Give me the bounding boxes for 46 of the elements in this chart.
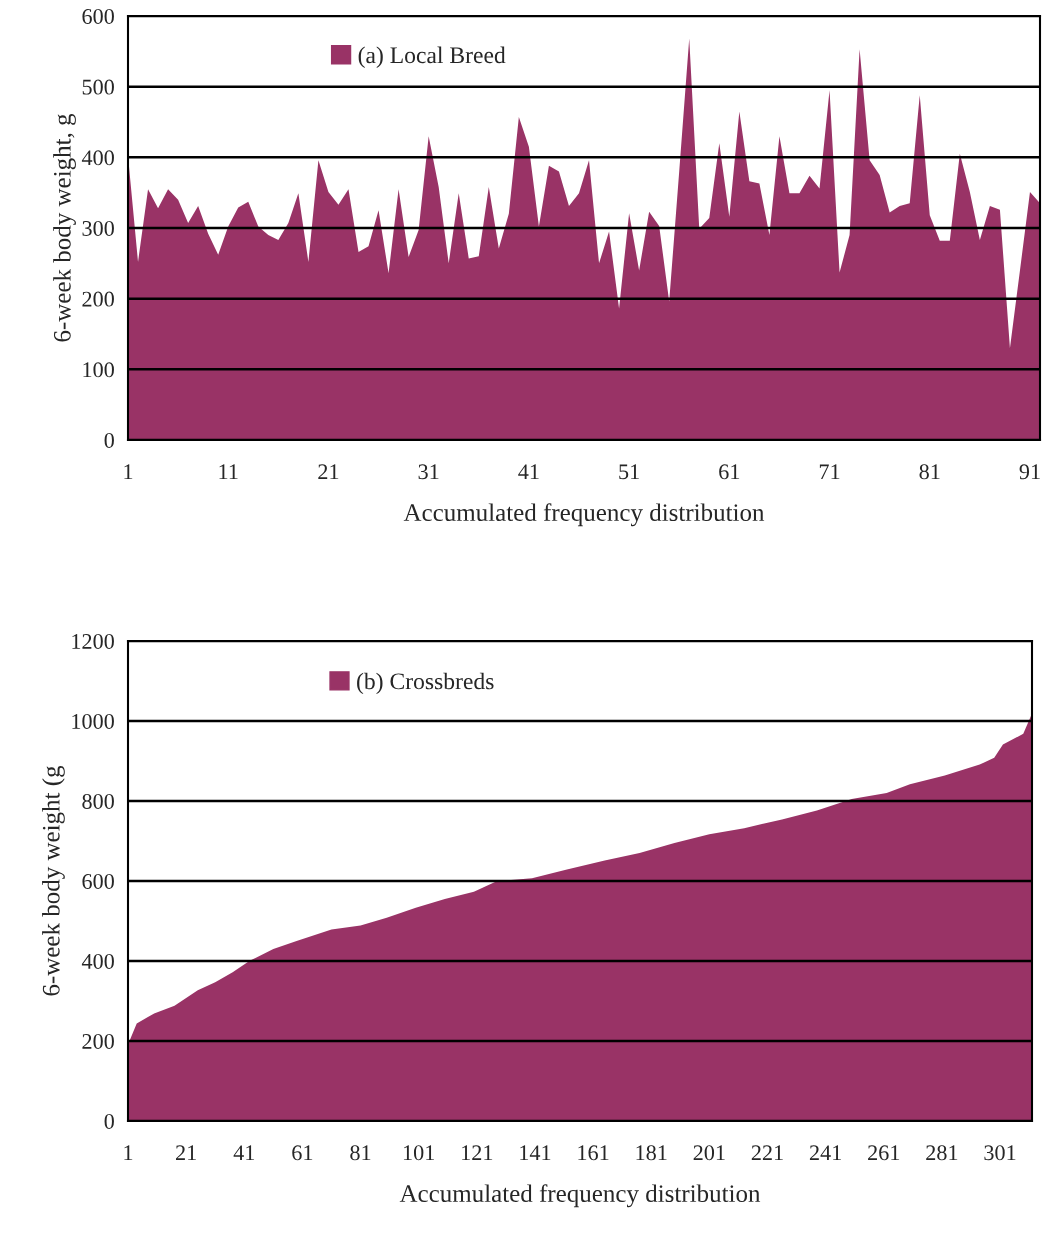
y-tick-label: 600 (82, 873, 114, 889)
x-tick-label: 1 (124, 1145, 133, 1161)
x-tick-label: 51 (619, 464, 639, 480)
y-tick-label: 300 (82, 220, 114, 236)
legend-label: (a) Local Breed (358, 46, 506, 68)
x-tick-label: 61 (292, 1145, 313, 1161)
x-tick-label: 201 (693, 1145, 725, 1161)
x-tick-label: 301 (984, 1145, 1016, 1161)
x-tick-label: 281 (926, 1145, 958, 1161)
x-tick-label: 41 (518, 464, 539, 480)
y-tick-label: 400 (81, 953, 114, 969)
y-tick-label: 200 (82, 291, 114, 307)
y-tick-label: 1000 (72, 713, 114, 729)
y-tick-label: 0 (104, 432, 114, 448)
y-tick-label: 100 (83, 362, 114, 378)
legend-label: (b) Crossbreds (357, 672, 494, 695)
x-tick-label: 241 (809, 1145, 841, 1161)
x-axis-title: Accumulated frequency distribution (403, 503, 765, 527)
x-tick-label: 91 (1019, 464, 1040, 480)
x-tick-label: 81 (350, 1145, 371, 1161)
x-tick-label: 261 (868, 1145, 900, 1161)
x-tick-label: 161 (578, 1145, 609, 1161)
x-tick-label: 21 (318, 464, 339, 480)
x-axis-title: Accumulated frequency distribution (399, 1184, 761, 1208)
x-tick-label: 101 (403, 1145, 435, 1161)
x-tick-label: 31 (418, 464, 439, 480)
x-tick-label: 41 (233, 1145, 255, 1161)
x-tick-label: 71 (819, 464, 840, 480)
y-axis-title: 6-week body weight, g (53, 113, 76, 342)
y-tick-label: 400 (81, 150, 114, 166)
x-tick-label: 221 (751, 1145, 783, 1161)
x-tick-label: 141 (520, 1145, 551, 1161)
x-tick-label: 121 (462, 1145, 493, 1161)
y-tick-label: 0 (104, 1113, 114, 1129)
x-tick-label: 81 (919, 464, 940, 480)
x-tick-label: 11 (219, 464, 238, 480)
y-tick-label: 600 (82, 8, 114, 24)
y-tick-label: 1200 (72, 633, 114, 649)
x-tick-label: 181 (636, 1145, 667, 1161)
y-tick-label: 800 (82, 793, 114, 809)
x-tick-label: 61 (719, 464, 740, 480)
x-tick-label: 1 (124, 464, 133, 480)
y-tick-label: 200 (82, 1033, 114, 1049)
y-tick-label: 500 (82, 79, 114, 95)
x-tick-label: 21 (176, 1145, 196, 1161)
y-axis-title: 6-week body weight (g (42, 765, 65, 996)
